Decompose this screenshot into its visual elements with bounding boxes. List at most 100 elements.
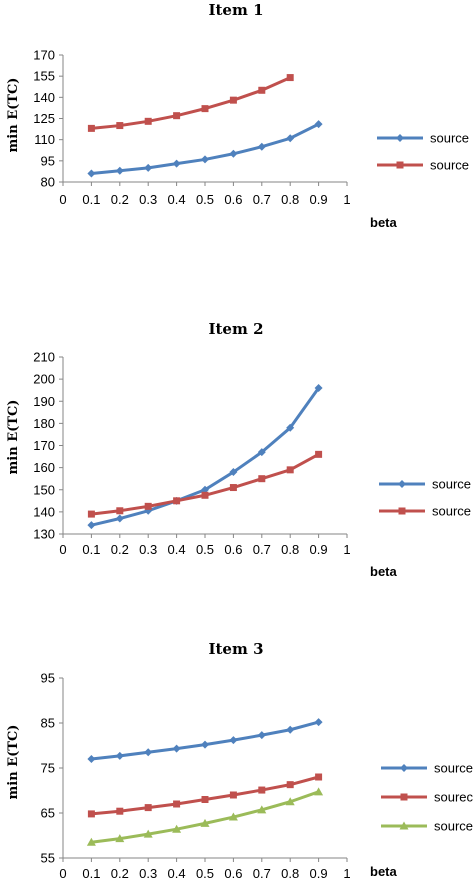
y-tick-label: 75 — [41, 761, 55, 776]
legend-entry: source 1 — [381, 761, 473, 776]
series-line — [91, 720, 319, 761]
data-point — [87, 124, 95, 132]
chart-title: Item 2 — [208, 320, 263, 338]
series-1 — [87, 383, 323, 530]
legend-marker — [398, 507, 406, 515]
data-point — [229, 484, 237, 492]
y-tick-label: 150 — [33, 482, 55, 497]
y-tick-label: 130 — [33, 527, 55, 542]
data-point — [314, 383, 323, 392]
y-tick-label: 140 — [33, 90, 55, 105]
x-tick-label: 0.7 — [253, 542, 271, 557]
x-tick-label: 0.6 — [224, 192, 242, 207]
data-point — [286, 725, 295, 734]
data-point — [228, 812, 238, 821]
data-point — [201, 796, 209, 803]
legend-label: source 1 — [430, 131, 473, 146]
data-point — [172, 824, 182, 833]
x-tick-label: 0 — [59, 866, 66, 881]
chart-title: Item 3 — [208, 640, 263, 658]
legend-label: source 2 — [430, 158, 473, 173]
x-tick-label: 0.4 — [168, 192, 186, 207]
data-point — [229, 96, 237, 104]
data-point — [286, 74, 294, 82]
legend-label: source 3 — [434, 819, 473, 834]
series-1 — [87, 718, 323, 763]
legend-label: sourec 2 — [434, 790, 473, 805]
data-point — [116, 122, 124, 130]
data-point — [201, 491, 209, 499]
y-axis-label: min E(TC) — [6, 78, 21, 153]
data-point — [87, 510, 95, 518]
data-point — [144, 163, 153, 172]
data-point — [286, 781, 294, 789]
data-point — [173, 800, 181, 808]
data-point — [286, 466, 294, 474]
x-tick-label: 0.2 — [111, 542, 129, 557]
y-tick-label: 95 — [41, 153, 55, 168]
legend-entry: source 3 — [379, 504, 473, 519]
data-point — [257, 731, 266, 740]
chart-1: Item 1 min E(TC) 80 95 110 125 140 155 170 0 0.1 0.… — [6, 1, 473, 230]
legend-marker — [396, 134, 404, 142]
y-tick-label: 80 — [41, 175, 55, 190]
x-tick-label: 0.5 — [196, 866, 214, 881]
x-tick-label: 0.8 — [281, 866, 299, 881]
x-tick-label: 0.9 — [310, 866, 328, 881]
legend-entry: source 1 — [379, 477, 473, 492]
x-axis-label: beta — [370, 564, 398, 579]
y-tick-label: 170 — [33, 438, 55, 453]
data-point — [144, 502, 152, 510]
x-tick-label: 0 — [59, 542, 66, 557]
legend-label: source 1 — [432, 477, 473, 492]
y-tick-label: 200 — [33, 372, 55, 387]
data-point — [87, 755, 96, 763]
data-point — [314, 718, 323, 727]
x-tick-label: 0.1 — [82, 192, 100, 207]
x-tick-label: 0.8 — [281, 192, 299, 207]
legend-marker — [400, 793, 408, 801]
y-axis-label: min E(TC) — [6, 725, 21, 800]
legend-marker — [398, 480, 406, 488]
data-point — [201, 485, 209, 494]
chart-2: Item 2 min E(TC) 130 140 150 160 170 180 190 200 2… — [6, 320, 473, 579]
data-point — [87, 169, 96, 178]
data-point — [229, 468, 238, 477]
data-point — [201, 740, 209, 749]
x-tick-label: 0.9 — [310, 542, 328, 557]
data-point — [143, 829, 153, 838]
x-tick-label: 0.1 — [82, 542, 100, 557]
y-tick-label: 85 — [41, 716, 55, 731]
x-tick-label: 0.9 — [310, 192, 328, 207]
x-tick-label: 0 — [59, 192, 66, 207]
y-tick-label: 95 — [41, 671, 55, 686]
data-point — [314, 787, 324, 796]
data-point — [314, 120, 323, 129]
x-tick-label: 0.8 — [281, 542, 299, 557]
data-point — [285, 797, 295, 806]
x-tick-label: 0.6 — [224, 866, 242, 881]
data-point — [286, 423, 295, 432]
chart-title: Item 1 — [208, 1, 263, 19]
legend-label: source 3 — [432, 504, 473, 519]
x-tick-label: 0.2 — [111, 192, 129, 207]
data-point — [144, 804, 152, 812]
legend-entry: source 1 — [377, 131, 473, 146]
data-point — [201, 105, 209, 113]
y-tick-label: 210 — [33, 350, 55, 365]
x-tick-label: 0.5 — [196, 542, 214, 557]
data-point — [115, 834, 125, 843]
x-tick-label: 1 — [343, 542, 350, 557]
x-tick-label: 0.3 — [139, 192, 157, 207]
series-line — [91, 775, 319, 816]
data-point — [201, 155, 209, 164]
y-tick-label: 180 — [33, 416, 55, 431]
data-point — [172, 159, 181, 168]
x-tick-label: 0.6 — [224, 542, 242, 557]
x-tick-label: 0.5 — [196, 192, 214, 207]
x-tick-label: 0.3 — [139, 542, 157, 557]
y-tick-label: 190 — [33, 394, 55, 409]
y-tick-label: 65 — [41, 806, 55, 821]
data-point — [257, 142, 266, 151]
data-point — [172, 744, 181, 753]
